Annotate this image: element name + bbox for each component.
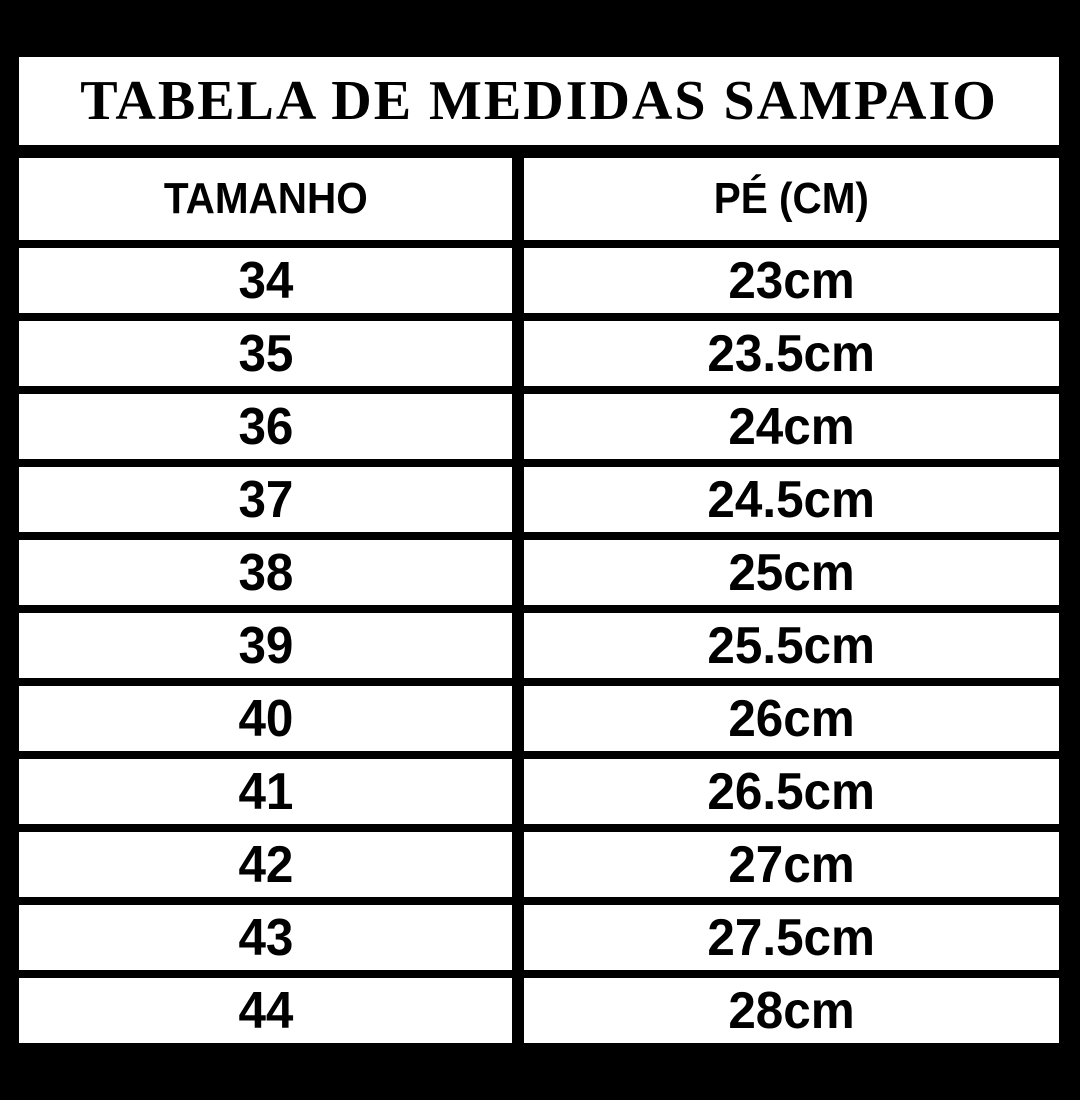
table-row-5-foot-cell: 25.5cm [524,613,1059,678]
table-row-0-foot-cell: 23cm [524,248,1059,313]
table-row-7-size-cell: 41 [19,759,512,824]
table-row-0-size-cell: 34 [19,248,512,313]
table-row-2-size-cell: 36 [19,394,512,459]
table-row-7-foot-cell: 26.5cm [524,759,1059,824]
table-row-10-size-cell: 44 [19,978,512,1043]
column-header-tamanho-label: TAMANHO [163,174,368,223]
table-row-9-size-cell-value: 43 [238,908,293,967]
table-row-0-foot-cell-value: 23cm [728,251,855,310]
table-row-6-foot-cell: 26cm [524,686,1059,751]
table-row-2-foot-cell-value: 24cm [728,397,855,456]
table-row-1-size-cell-value: 35 [238,324,293,383]
table-row-5-size-cell: 39 [19,613,512,678]
table-row-4-foot-cell-value: 25cm [728,543,855,602]
table-row-6-size-cell: 40 [19,686,512,751]
size-table: TAMANHO PÉ (CM) 34 23cm 35 23.5cm 36 24cm 37 24… [19,158,1059,1043]
table-row-4-size-cell: 38 [19,540,512,605]
table-row-3-foot-cell-value: 24.5cm [707,470,876,529]
page-title: TABELA DE MEDIDAS SAMPAIO [80,70,998,132]
table-row-4-foot-cell: 25cm [524,540,1059,605]
table-row-1-size-cell: 35 [19,321,512,386]
table-row-8-size-cell: 42 [19,832,512,897]
table-row-3-size-cell: 37 [19,467,512,532]
table-row-5-foot-cell-value: 25.5cm [707,616,876,675]
table-row-7-size-cell-value: 41 [238,762,293,821]
table-row-10-size-cell-value: 44 [238,981,293,1040]
table-row-8-size-cell-value: 42 [238,835,293,894]
table-row-9-size-cell: 43 [19,905,512,970]
table-row-2-foot-cell: 24cm [524,394,1059,459]
table-row-2-size-cell-value: 36 [238,397,293,456]
table-row-10-foot-cell-value: 28cm [728,981,855,1040]
table-row-9-foot-cell: 27.5cm [524,905,1059,970]
table-row-8-foot-cell: 27cm [524,832,1059,897]
table-row-10-foot-cell: 28cm [524,978,1059,1043]
table-row-5-size-cell-value: 39 [238,616,293,675]
table-row-9-foot-cell-value: 27.5cm [707,908,876,967]
table-row-1-foot-cell: 23.5cm [524,321,1059,386]
table-row-6-size-cell-value: 40 [238,689,293,748]
column-header-pe-cm-label: PÉ (CM) [713,174,870,223]
table-row-6-foot-cell-value: 26cm [728,689,855,748]
table-row-8-foot-cell-value: 27cm [728,835,855,894]
table-row-7-foot-cell-value: 26.5cm [707,762,876,821]
title-bar: TABELA DE MEDIDAS SAMPAIO [19,57,1059,145]
table-row-0-size-cell-value: 34 [238,251,293,310]
table-row-3-size-cell-value: 37 [238,470,293,529]
table-row-1-foot-cell-value: 23.5cm [707,324,876,383]
column-header-pe-cm: PÉ (CM) [524,158,1059,240]
table-row-3-foot-cell: 24.5cm [524,467,1059,532]
table-row-4-size-cell-value: 38 [238,543,293,602]
column-header-tamanho: TAMANHO [19,158,512,240]
